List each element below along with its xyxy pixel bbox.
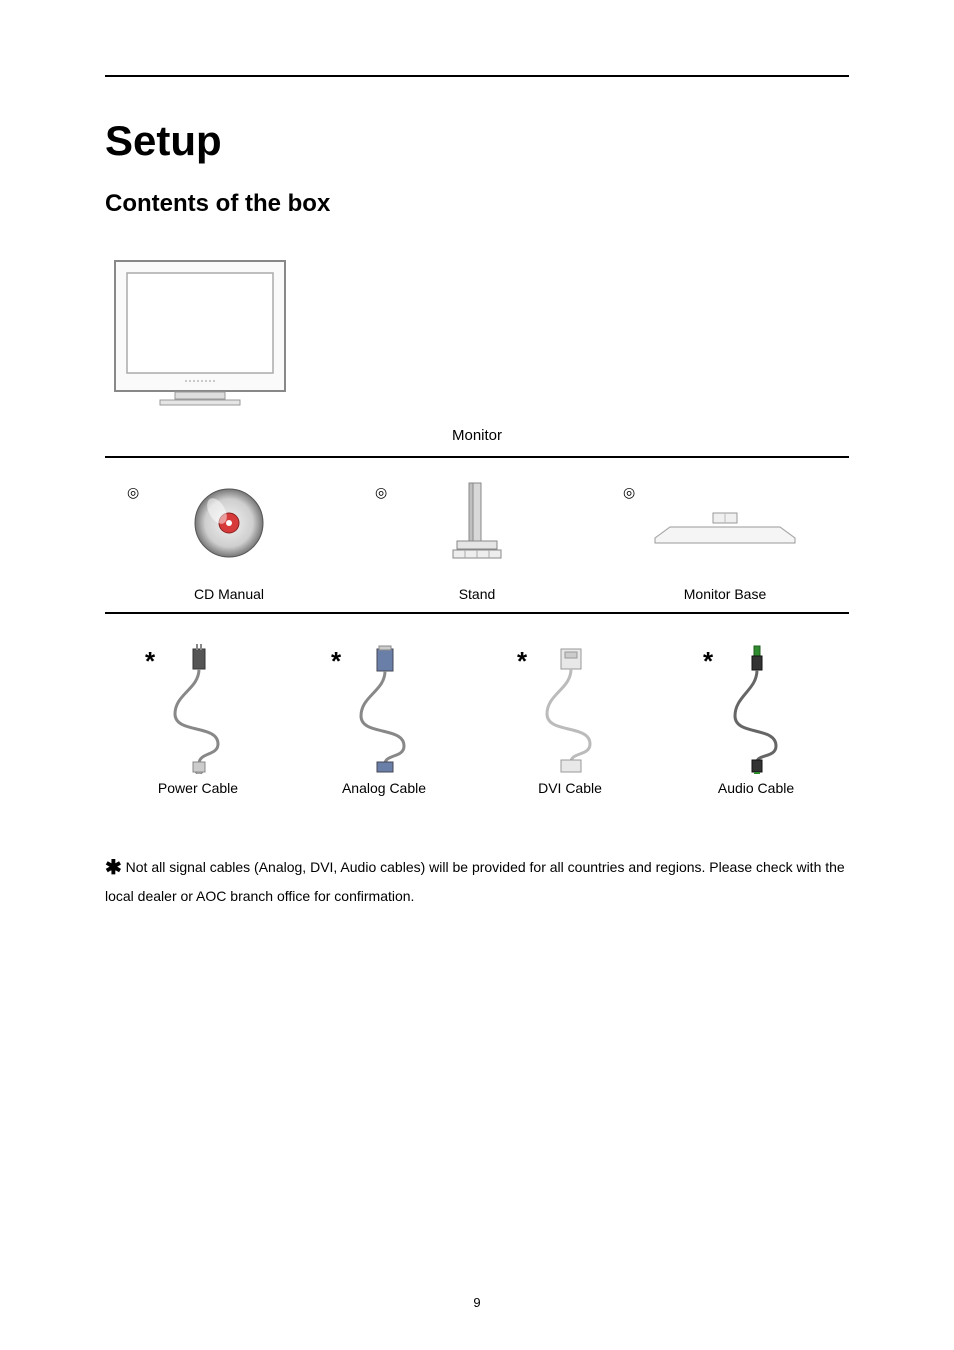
analog-cable-icon (349, 644, 419, 774)
star-icon: * (517, 646, 527, 677)
page-number: 9 (0, 1295, 954, 1310)
top-rule (105, 75, 849, 77)
accessories-row-2: * Power Cable * (105, 614, 849, 796)
cell-monitor-base: ◎ Monitor Base (601, 478, 849, 602)
cell-analog-cable: * Analog Cable (291, 644, 477, 796)
cell-dvi-cable: * DVI Cable (477, 644, 663, 796)
audio-cable-icon (721, 644, 791, 774)
star-icon: * (331, 646, 341, 677)
page-title: Setup (105, 117, 849, 165)
base-marker-icon: ◎ (623, 484, 635, 501)
footnote-star-icon: ✱ (105, 857, 122, 879)
stand-marker-icon: ◎ (375, 484, 387, 501)
stand-label: Stand (353, 586, 601, 602)
page: Setup Contents of the box Monitor ◎ (0, 0, 954, 1350)
base-icon (645, 493, 805, 553)
power-cable-label: Power Cable (105, 780, 291, 796)
audio-cable-label: Audio Cable (663, 780, 849, 796)
accessories-row-1: ◎ CD Manual (105, 458, 849, 612)
star-icon: * (703, 646, 713, 677)
footnote: ✱ Not all signal cables (Analog, DVI, Au… (105, 851, 849, 909)
analog-cable-label: Analog Cable (291, 780, 477, 796)
cd-marker-icon: ◎ (127, 484, 139, 501)
cell-audio-cable: * Audio Cable (663, 644, 849, 796)
footnote-text: Not all signal cables (Analog, DVI, Audi… (105, 859, 845, 904)
base-label: Monitor Base (601, 586, 849, 602)
cell-stand: ◎ Stand (353, 478, 601, 602)
monitor-icon (105, 253, 295, 413)
power-cable-icon (163, 644, 233, 774)
dvi-cable-label: DVI Cable (477, 780, 663, 796)
monitor-figure (105, 253, 849, 413)
cd-icon (189, 483, 269, 563)
monitor-label: Monitor (105, 427, 849, 444)
cell-power-cable: * Power Cable (105, 644, 291, 796)
cell-cd-manual: ◎ CD Manual (105, 478, 353, 602)
section-heading: Contents of the box (105, 190, 849, 218)
star-icon: * (145, 646, 155, 677)
stand-icon (437, 478, 517, 568)
cd-label: CD Manual (105, 586, 353, 602)
dvi-cable-icon (535, 644, 605, 774)
